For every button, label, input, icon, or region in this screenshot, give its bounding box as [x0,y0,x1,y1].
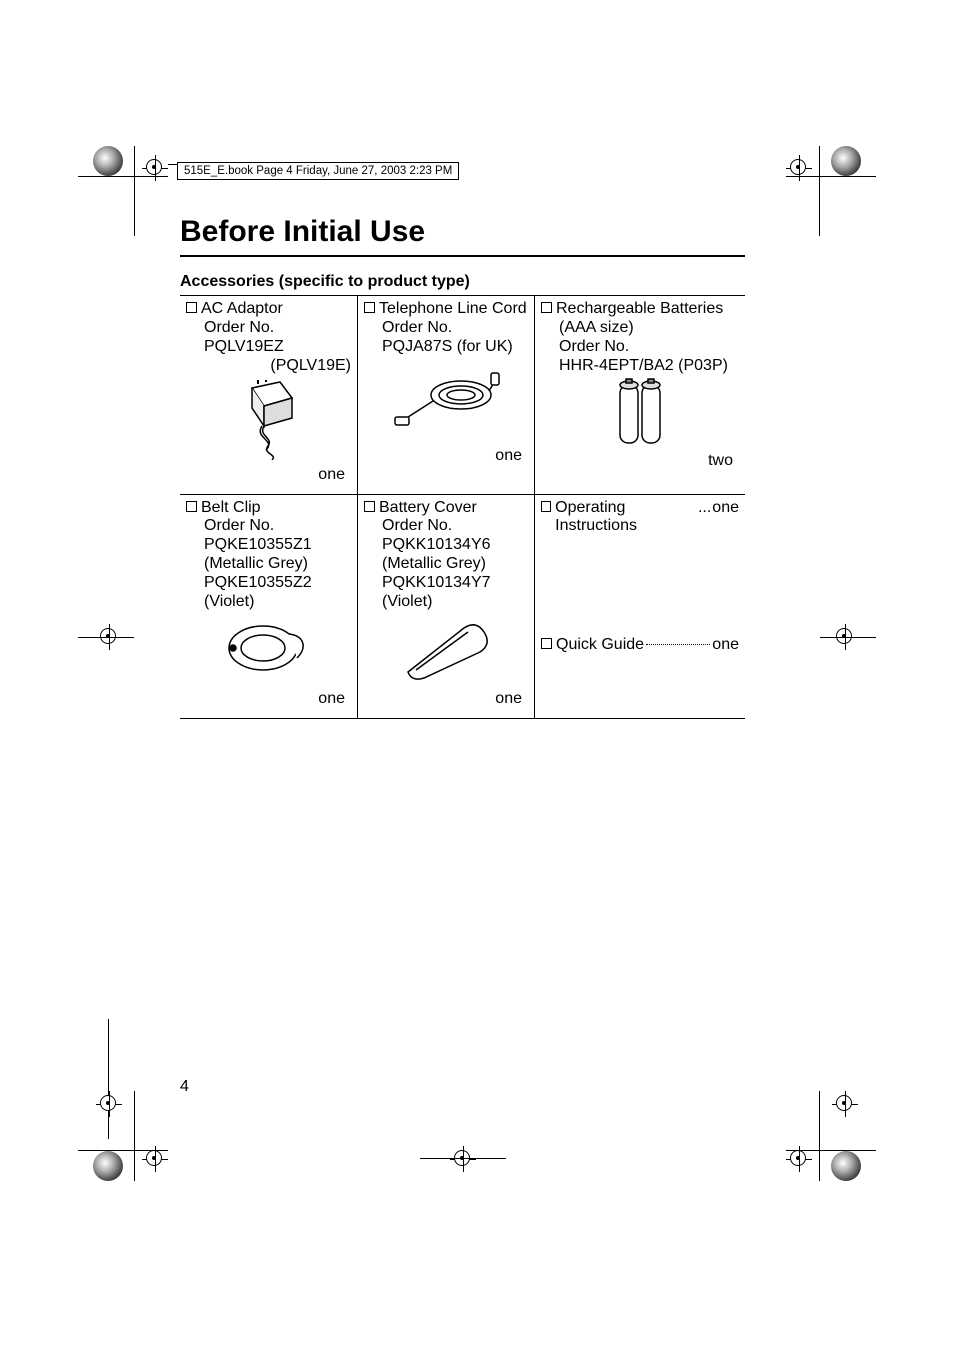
checkbox-icon [186,302,197,313]
crop-line [820,637,876,638]
cell-belt-clip: Belt Clip Order No. PQKE10355Z1 (Metalli… [180,495,357,718]
checkbox-icon [186,501,197,512]
item-title: Battery Cover [379,499,477,516]
registration-ball-icon [93,146,123,176]
item-qty: one [712,636,739,655]
item-title: AC Adaptor [201,300,283,317]
crop-line [786,176,876,177]
item-line: PQKE10355Z1 [186,536,351,555]
item-line: Order No. [364,319,528,338]
belt-clip-icon [186,612,351,688]
accessories-table: AC Adaptor Order No. PQLV19EZ (PQLV19E) [180,295,745,719]
phone-cord-icon [364,357,528,445]
item-line: PQKK10134Y7 [364,574,528,593]
batteries-icon [541,376,739,450]
item-line: Order No. [364,517,528,536]
crop-line [78,176,168,177]
cell-battery-cover: Battery Cover Order No. PQKK10134Y6 (Met… [357,495,534,718]
registration-ball-icon [831,1151,861,1181]
item-line: (PQLV19E) [186,357,351,376]
item-qty: one [364,445,528,471]
crop-target-icon [786,155,812,181]
item-line: Order No. PQLV19EZ [186,319,351,357]
cell-phone-cord: Telephone Line Cord Order No. PQJA87S (f… [357,296,534,494]
item-line: Order No. [186,517,351,536]
item-title: Telephone Line Cord [379,300,527,317]
item-title: Rechargeable Batteries [556,300,723,317]
crop-line [819,146,820,236]
crop-line [134,1091,135,1181]
item-line: (Metallic Grey) [364,555,528,574]
crop-target-icon [450,1146,476,1172]
item-qty: one [712,499,739,518]
crop-target-icon [142,1146,168,1172]
registration-ball-icon [831,146,861,176]
item-title: Belt Clip [201,499,261,516]
page-number: 4 [180,1078,189,1096]
item-line: HHR-4EPT/BA2 (P03P) [541,357,739,376]
checkbox-icon [541,302,552,313]
checkbox-icon [364,501,375,512]
table-row: Belt Clip Order No. PQKE10355Z1 (Metalli… [180,494,745,718]
crop-line [78,637,134,638]
item-line: (Violet) [186,593,351,612]
crop-line [78,1150,168,1151]
item-line: (AAA size) [541,319,739,338]
page-content: Before Initial Use Accessories (specific… [180,215,745,719]
item-line: PQKK10134Y6 [364,536,528,555]
crop-line [108,1019,109,1139]
section-title: Before Initial Use [180,215,745,257]
crop-target-icon [832,624,858,650]
crop-target-icon [786,1146,812,1172]
checkbox-icon [541,638,552,649]
crop-target-icon [832,1091,858,1117]
item-title: Quick Guide [556,636,644,655]
sub-heading: Accessories (specific to product type) [180,273,745,291]
crop-target-icon [96,624,122,650]
cell-batteries: Rechargeable Batteries (AAA size) Order … [534,296,745,494]
item-line: (Violet) [364,593,528,612]
item-qty: one [186,688,351,714]
item-line: (Metallic Grey) [186,555,351,574]
item-qty: one [364,688,528,714]
crop-line [420,1158,506,1159]
crop-line [134,146,135,236]
item-line: PQKE10355Z2 [186,574,351,593]
cell-ac-adaptor: AC Adaptor Order No. PQLV19EZ (PQLV19E) [180,296,357,494]
crop-target-icon [96,1091,122,1117]
table-row: AC Adaptor Order No. PQLV19EZ (PQLV19E) [180,296,745,494]
cell-docs: Operating Instructions ... one Quick Gui… [534,495,745,718]
item-qty: one [186,464,351,490]
item-title: Operating Instructions [555,499,697,537]
checkbox-icon [541,501,551,512]
crop-line [819,1091,820,1181]
crop-line [786,1150,876,1151]
item-line: Order No. [541,338,739,357]
crop-target-icon [142,155,168,181]
item-qty: two [541,450,739,476]
checkbox-icon [364,302,375,313]
item-line: PQJA87S (for UK) [364,338,528,357]
registration-ball-icon [93,1151,123,1181]
battery-cover-icon [364,612,528,688]
page-header: 515E_E.book Page 4 Friday, June 27, 2003… [177,162,459,180]
ac-adaptor-icon [186,376,351,464]
